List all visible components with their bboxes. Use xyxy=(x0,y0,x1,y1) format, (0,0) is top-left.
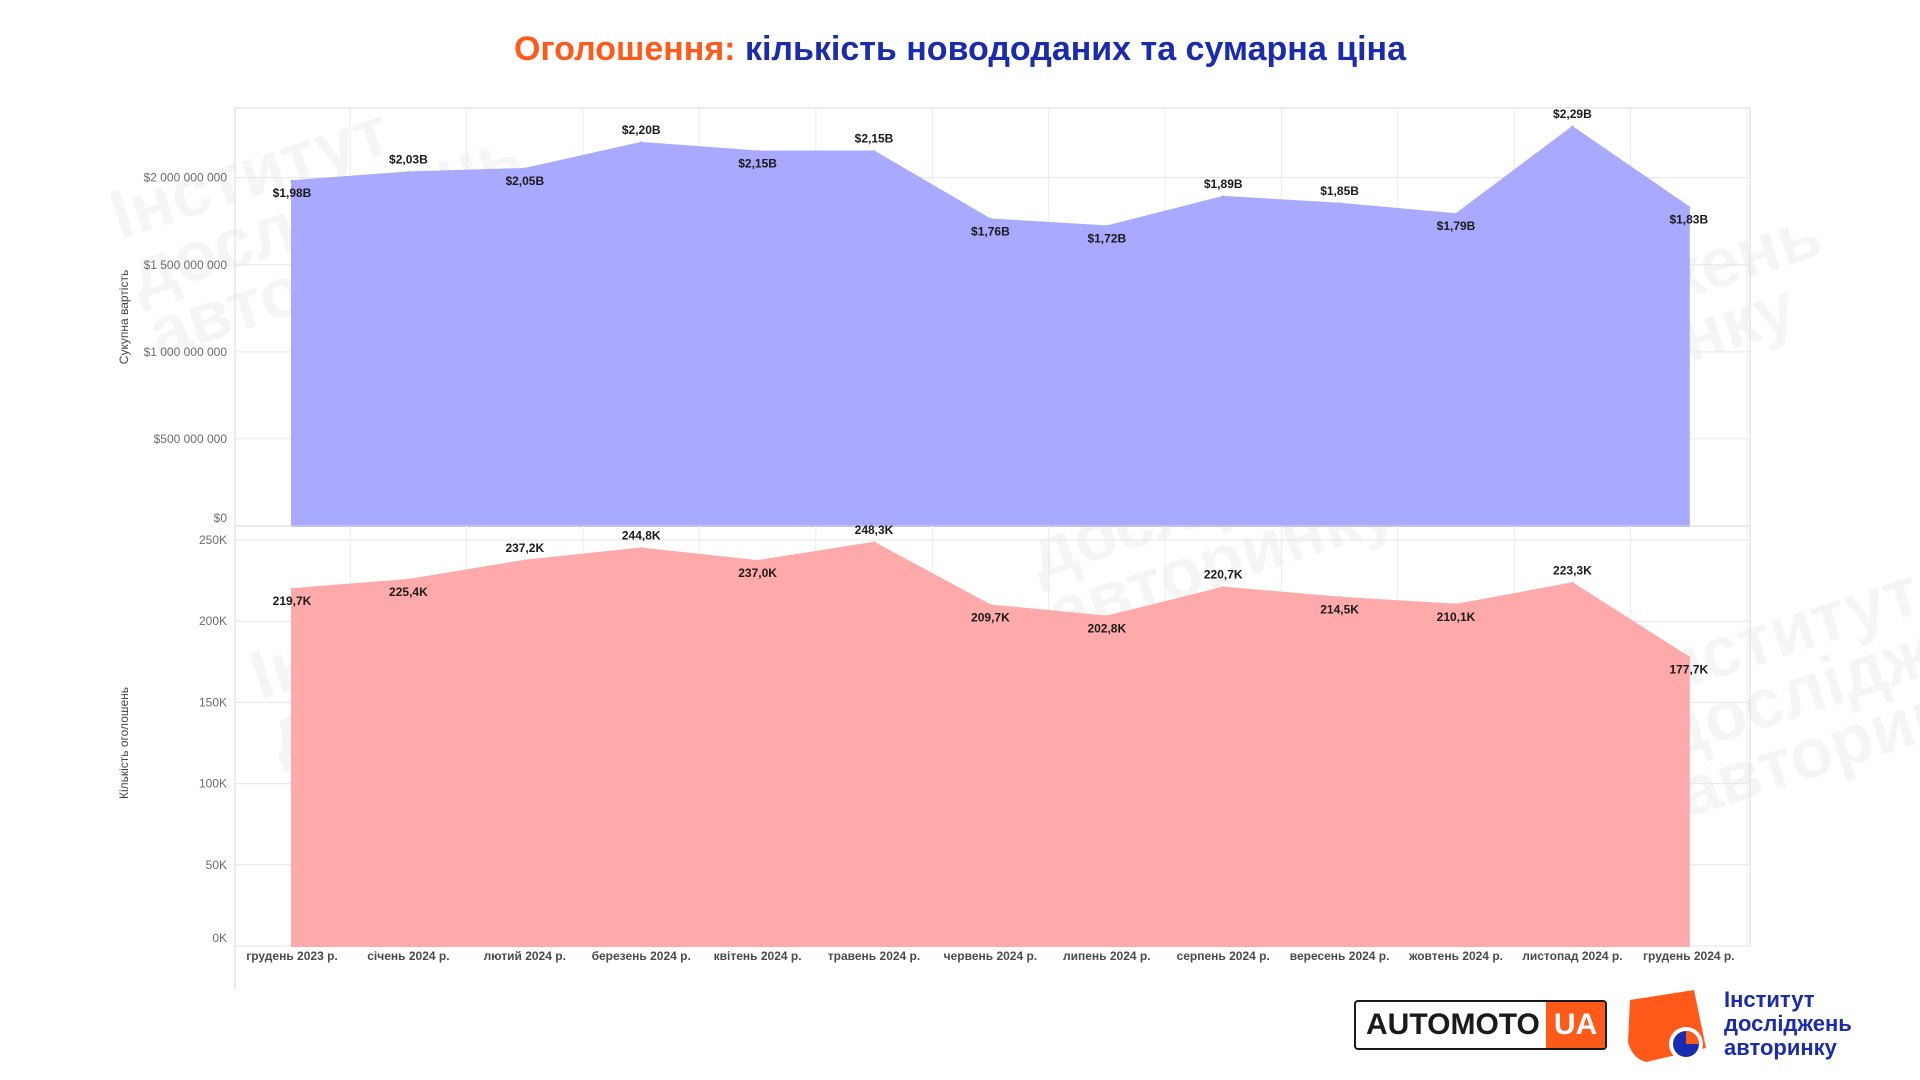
data-point xyxy=(290,587,294,591)
data-label: $1,83B xyxy=(1669,212,1708,226)
data-label: $2,29B xyxy=(1553,107,1592,121)
automoto-logo-text: AUTOMOTO xyxy=(1366,1008,1540,1041)
data-point xyxy=(1687,205,1691,209)
institute-logo-line-2: досліджень xyxy=(1724,1011,1852,1036)
x-tick-label: травень 2024 р. xyxy=(828,949,920,963)
value-chart-panel: $0 $500 000 000 $1 000 000 000 $1 500 000 0… xyxy=(117,107,1751,527)
data-point xyxy=(290,179,294,183)
data-point xyxy=(1338,596,1342,600)
data-label: $1,76B xyxy=(971,224,1010,238)
x-tick-label: грудень 2023 р. xyxy=(246,949,338,963)
data-label: 237,2K xyxy=(505,541,544,555)
y-tick-label: 100K xyxy=(199,777,227,791)
chart-title-accent: Оголошення: xyxy=(514,30,736,68)
institute-logo-line-1: Інститут xyxy=(1724,987,1815,1012)
y-tick-label: $1 500 000 000 xyxy=(144,258,228,272)
data-point xyxy=(1338,202,1342,206)
data-label: 223,3K xyxy=(1553,563,1592,577)
data-label: 219,7K xyxy=(273,594,312,608)
series-area xyxy=(291,541,1690,947)
data-point xyxy=(406,578,410,582)
data-point xyxy=(1570,125,1574,129)
data-label: 237,0K xyxy=(738,566,777,580)
data-point xyxy=(988,603,992,607)
data-label: $2,05B xyxy=(505,174,544,188)
data-point xyxy=(1454,212,1458,216)
y-tick-label: $0 xyxy=(214,511,228,525)
y-tick-label: 200K xyxy=(199,614,227,628)
institute-logo: Інститут досліджень авторинку xyxy=(1624,986,1904,1066)
data-point xyxy=(988,217,992,221)
chart-title: Оголошення: кількість новододаних та сум… xyxy=(0,30,1920,69)
y-tick-label: 50K xyxy=(206,858,227,872)
x-tick-label: червень 2024 р. xyxy=(944,949,1038,963)
x-tick-label: вересень 2024 р. xyxy=(1290,949,1390,963)
x-tick-label: березень 2024 р. xyxy=(592,949,691,963)
data-label: 225,4K xyxy=(389,585,428,599)
data-point xyxy=(1570,581,1574,585)
data-label: $2,15B xyxy=(738,157,777,171)
data-point xyxy=(1454,603,1458,607)
y-axis-label: Кількість оголошень xyxy=(117,687,131,799)
data-point xyxy=(639,546,643,550)
data-label: $2,15B xyxy=(855,132,894,146)
x-tick-label: листопад 2024 р. xyxy=(1522,949,1622,963)
x-tick-label: жовтень 2024 р. xyxy=(1408,949,1503,963)
data-point xyxy=(1221,586,1225,590)
data-label: $2,20B xyxy=(622,123,661,137)
data-point xyxy=(756,559,760,563)
data-point xyxy=(639,141,643,145)
chart-title-main: кількість новододаних та сумарна ціна xyxy=(744,30,1406,68)
data-label: 209,7K xyxy=(971,610,1010,624)
y-tick-label: 150K xyxy=(199,695,227,709)
data-label: $1,98B xyxy=(273,186,312,200)
data-label: $1,72B xyxy=(1087,231,1126,245)
institute-logo-text: Інститут досліджень авторинку xyxy=(1724,988,1852,1060)
data-label: 220,7K xyxy=(1204,568,1243,582)
series-area xyxy=(291,125,1690,527)
data-point xyxy=(406,170,410,174)
data-label: 202,8K xyxy=(1087,622,1126,636)
data-point xyxy=(523,559,527,563)
data-label: $1,79B xyxy=(1437,219,1476,233)
y-tick-label: $2 000 000 000 xyxy=(144,171,228,185)
y-tick-label: 0K xyxy=(212,931,227,945)
data-point xyxy=(1687,655,1691,659)
y-tick-label: $1 000 000 000 xyxy=(144,345,228,359)
y-tick-label: 250K xyxy=(199,533,227,547)
x-axis: грудень 2023 р. січень 2024 р. лютий 2024 … xyxy=(234,946,1735,990)
count-chart-panel: 0K 50K 100K 150K 200K 250K Кількість оголошень… xyxy=(117,523,1751,947)
data-label: $2,03B xyxy=(389,152,428,166)
data-label: $1,85B xyxy=(1320,184,1359,198)
y-axis-label: Сукупна вартість xyxy=(117,270,131,364)
data-point xyxy=(1105,615,1109,619)
y-tick-label: $500 000 000 xyxy=(154,432,228,446)
institute-logo-line-3: авторинку xyxy=(1724,1035,1837,1060)
x-tick-label: серпень 2024 р. xyxy=(1177,949,1270,963)
data-point xyxy=(1105,224,1109,228)
data-point xyxy=(872,150,876,154)
data-point xyxy=(756,150,760,154)
data-label: 214,5K xyxy=(1320,603,1359,617)
automoto-logo: AUTOMOTO UA xyxy=(1354,1000,1608,1050)
data-point xyxy=(1221,195,1225,199)
x-tick-label: грудень 2024 р. xyxy=(1643,949,1735,963)
data-label: 248,3K xyxy=(855,523,894,537)
data-label: 244,8K xyxy=(622,528,661,542)
x-tick-label: січень 2024 р. xyxy=(367,949,449,963)
data-label: 210,1K xyxy=(1437,610,1476,624)
x-tick-label: квітень 2024 р. xyxy=(714,949,802,963)
institute-logo-icon xyxy=(1628,990,1706,1062)
data-point xyxy=(523,167,527,171)
x-tick-label: липень 2024 р. xyxy=(1063,949,1151,963)
x-tick-label: лютий 2024 р. xyxy=(484,949,566,963)
data-label: 177,7K xyxy=(1669,662,1708,676)
automoto-logo-ua: UA xyxy=(1545,1002,1606,1048)
data-point xyxy=(872,541,876,545)
data-label: $1,89B xyxy=(1204,177,1243,191)
